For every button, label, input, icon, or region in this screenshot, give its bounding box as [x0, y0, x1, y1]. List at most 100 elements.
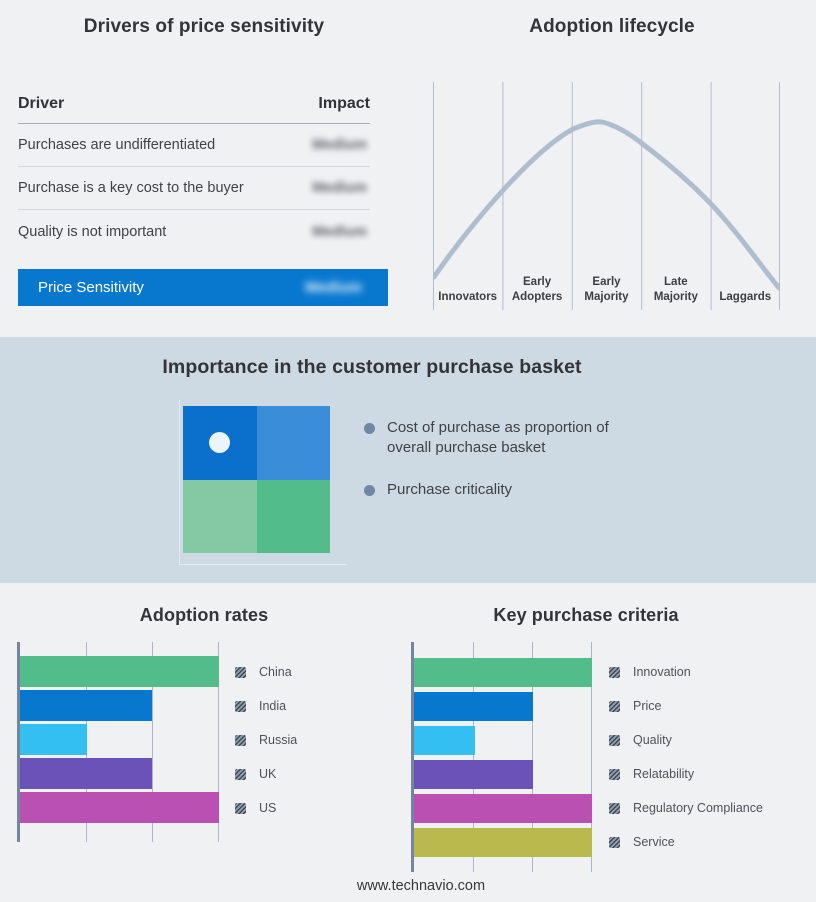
bar-row — [20, 724, 219, 755]
adoption-rates-title: Adoption rates — [139, 605, 269, 625]
legend-label: Innovation — [633, 665, 691, 679]
bar-row — [414, 658, 592, 687]
bar-china — [20, 656, 219, 687]
legend-label: Price — [633, 699, 662, 713]
quadrant-x-axis — [179, 564, 347, 565]
legend-label: Regulatory Compliance — [633, 801, 763, 815]
purchase-criteria-title: Key purchase criteria — [493, 605, 679, 625]
gridline — [152, 642, 153, 842]
bullet-text: Purchase criticality — [387, 480, 513, 498]
gridline — [591, 642, 592, 872]
purchase-criteria-legend: Innovation Price Quality Relatability Re… — [609, 655, 763, 859]
impact-cell-redacted: Medium — [312, 180, 367, 196]
list-item: Purchase criticality — [364, 480, 644, 500]
legend-item: China — [235, 655, 297, 689]
legend-item: UK — [235, 757, 297, 791]
position-dot-icon — [209, 432, 231, 454]
table-row: Quality is not important Medium — [18, 210, 370, 253]
adoption-rates-plot — [17, 642, 219, 842]
stage-label-early-majority: Early Majority — [584, 276, 629, 304]
impact-cell-redacted: Medium — [312, 137, 367, 153]
legend-item: Relatability — [609, 757, 763, 791]
bar-regulatory-compliance — [414, 794, 592, 823]
drivers-table: Driver Impact Purchases are undifferenti… — [18, 95, 370, 253]
hatch-swatch-icon — [609, 700, 620, 712]
gridline — [473, 642, 474, 872]
list-item: Cost of purchase as proportion of overal… — [364, 418, 644, 458]
bar-row — [414, 794, 592, 823]
hatch-swatch-icon — [235, 802, 246, 814]
lifecycle-curve — [433, 119, 780, 291]
bar-quality — [414, 726, 475, 755]
bar-price — [414, 692, 534, 721]
lifecycle-curve-svg — [433, 82, 780, 310]
bar-us — [20, 792, 219, 823]
price-sensitivity-highlight-row: Price Sensitivity Medium — [18, 269, 388, 306]
legend-label: China — [259, 665, 292, 679]
stage-label-early-adopters: Early Adopters — [511, 276, 563, 304]
impact-cell-redacted: Medium — [312, 223, 367, 240]
legend-label: US — [259, 801, 277, 815]
table-row: Purchases are undifferentiated Medium — [18, 124, 370, 167]
bar-india — [20, 690, 153, 721]
hatch-swatch-icon — [609, 734, 620, 746]
drivers-table-header: Driver Impact — [18, 95, 370, 124]
bar-row — [414, 692, 592, 721]
drivers-title: Drivers of price sensitivity — [83, 16, 325, 37]
bar-row — [20, 792, 219, 823]
hatch-swatch-icon — [609, 836, 620, 848]
hatch-swatch-icon — [235, 666, 246, 678]
quadrant-cell-top-right — [256, 406, 330, 480]
bar-innovation — [414, 658, 592, 687]
hatch-swatch-icon — [235, 768, 246, 780]
bullet-icon — [364, 423, 375, 434]
hatch-swatch-icon — [609, 666, 620, 678]
quadrant-y-axis — [179, 400, 180, 565]
driver-cell: Purchases are undifferentiated — [18, 137, 216, 153]
legend-label: Russia — [259, 733, 298, 747]
highlight-driver-cell: Price Sensitivity — [38, 279, 144, 296]
lifecycle-title: Adoption lifecycle — [529, 16, 695, 37]
quadrant-cell-bottom-left — [183, 479, 257, 553]
legend-item: Regulatory Compliance — [609, 791, 763, 825]
purchase-basket-band: Importance in the customer purchase bask… — [0, 337, 816, 583]
hatch-swatch-icon — [235, 700, 246, 712]
bar-russia — [20, 724, 87, 755]
purchase-criteria-plot — [411, 642, 592, 872]
website-url: www.technavio.com — [356, 878, 486, 894]
driver-cell: Purchase is a key cost to the buyer — [18, 180, 244, 196]
stage-label-innovators: Innovators — [438, 291, 498, 304]
legend-label: India — [259, 699, 287, 713]
bar-relatability — [414, 760, 534, 789]
drivers-panel: Drivers of price sensitivity Driver Impa… — [0, 0, 408, 337]
lifecycle-panel: Adoption lifecycle Innovators Early Adop… — [408, 0, 816, 337]
stage-label-late-majority: Late Majority — [653, 276, 698, 304]
bar-service — [414, 828, 592, 857]
lifecycle-gridlines — [433, 82, 780, 310]
bar-row — [414, 726, 592, 755]
hatch-swatch-icon — [235, 734, 246, 746]
bullet-icon — [364, 484, 375, 496]
purchase-criteria-panel: Key purchase criteria Innovation Price Q… — [408, 583, 816, 902]
driver-cell: Quality is not important — [18, 223, 167, 240]
gridline — [532, 642, 533, 872]
lifecycle-chart: Innovators Early Adopters Early Majority… — [433, 82, 780, 310]
stage-label-laggards: Laggards — [719, 291, 772, 304]
quadrant-cell-bottom-right — [256, 479, 330, 553]
legend-item: Innovation — [609, 655, 763, 689]
legend-item: India — [235, 689, 297, 723]
hatch-swatch-icon — [609, 802, 620, 814]
bar-row — [414, 760, 592, 789]
legend-item: Quality — [609, 723, 763, 757]
table-row: Purchase is a key cost to the buyer Medi… — [18, 167, 370, 210]
bar-row — [20, 758, 219, 789]
basket-bullet-list: Cost of purchase as proportion of overal… — [364, 418, 644, 522]
impact-column-header: Impact — [318, 95, 370, 112]
lifecycle-stage-labels: Innovators Early Adopters Early Majority… — [433, 275, 780, 305]
bar-row — [20, 690, 219, 721]
quadrant-matrix — [183, 406, 330, 553]
adoption-rates-bars — [20, 656, 219, 823]
legend-label: Relatability — [633, 767, 695, 781]
quadrant-cell-top-left — [183, 406, 257, 480]
